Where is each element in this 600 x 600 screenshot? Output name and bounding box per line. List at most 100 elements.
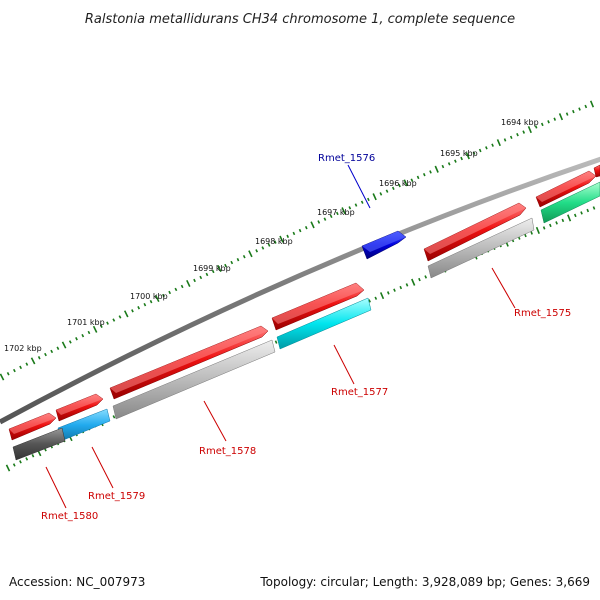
- tick-label-1699: 1699 kbp: [193, 264, 231, 273]
- outer-ruler-tick: [485, 146, 488, 150]
- forward-cds-track: [8, 164, 600, 441]
- outer-ruler-tick: [230, 260, 234, 265]
- outer-ruler-tick: [385, 189, 389, 193]
- outer-ruler-tick: [180, 284, 184, 289]
- gene-rmet-1573-cds[interactable]: [593, 164, 600, 178]
- gene-label-rmet-1579[interactable]: Rmet_1579: [88, 491, 145, 502]
- outer-ruler-tick: [584, 104, 588, 109]
- outer-ruler-tick: [205, 272, 209, 277]
- gene-rmet-1576[interactable]: [361, 230, 407, 260]
- inner-ruler-tick: [592, 206, 596, 210]
- outer-ruler-tick: [81, 333, 85, 338]
- category-block-rmet-1575[interactable]: [427, 217, 535, 279]
- outer-ruler-tick: [310, 221, 315, 229]
- tick-label-1695: 1695 kbp: [440, 149, 478, 158]
- outer-ruler-tick: [242, 254, 246, 259]
- gene-label-rmet-1580[interactable]: Rmet_1580: [41, 511, 98, 522]
- outer-ruler-tick: [286, 234, 290, 239]
- category-block-rmet-1578[interactable]: [112, 339, 276, 420]
- category-track: [12, 181, 600, 461]
- outer-ruler-tick: [398, 183, 401, 188]
- inner-ruler-tick: [25, 457, 29, 461]
- category-block-rmet-1580[interactable]: [12, 427, 66, 461]
- inner-ruler-tick: [5, 464, 11, 472]
- inner-ruler-tick: [549, 223, 552, 228]
- outer-ruler-tick: [441, 164, 445, 169]
- gene-rmet-1578-cds[interactable]: [109, 325, 269, 400]
- outer-ruler-tick: [547, 120, 550, 124]
- outer-ruler-tick: [44, 352, 47, 357]
- inner-ruler-tick: [368, 299, 371, 303]
- tick-label-1701: 1701 kbp: [67, 318, 105, 327]
- outer-ruler-tick: [589, 100, 595, 108]
- outer-ruler-tick: [558, 113, 564, 121]
- tick-labels: 1694 kbp 1695 kbp 1696 kbp 1697 kbp 1698…: [4, 118, 539, 353]
- topology-text: Topology: circular; Length: 3,928,089 bp…: [259, 575, 590, 589]
- outer-ruler-tick: [123, 310, 129, 318]
- tick-label-1694: 1694 kbp: [501, 118, 539, 127]
- gene-labels: Rmet_1576 Rmet_1575 Rmet_1577 Rmet_1578 …: [41, 153, 571, 522]
- inner-ruler-tick: [274, 340, 278, 344]
- inner-ruler-tick: [530, 231, 533, 235]
- leader-line-rmet-1580: [45, 466, 67, 509]
- outer-ruler-tick: [273, 240, 277, 244]
- outer-ruler-tick: [267, 243, 271, 247]
- gene-label-rmet-1575[interactable]: Rmet_1575: [514, 308, 571, 319]
- outer-ruler-tick: [496, 139, 501, 147]
- inner-ruler-tick: [379, 292, 385, 300]
- outer-ruler-tick: [348, 206, 352, 210]
- gene-rmet-1580-cds[interactable]: [8, 412, 57, 441]
- inner-ruler-tick: [112, 415, 116, 419]
- outer-ruler-tick: [37, 356, 41, 360]
- outer-ruler-tick: [106, 321, 109, 325]
- outer-ruler-tick: [367, 197, 370, 202]
- outer-ruler-tick: [162, 293, 165, 298]
- outer-ruler-tick: [193, 278, 196, 283]
- outer-ruler-tick: [75, 337, 78, 341]
- outer-ruler-tick: [454, 159, 457, 163]
- outer-ruler-tick: [68, 340, 72, 344]
- category-block-rmet-1577[interactable]: [276, 297, 372, 350]
- outer-ruler-tick: [372, 193, 377, 201]
- inner-ruler-tick: [386, 291, 390, 295]
- outer-ruler-tick: [61, 341, 67, 349]
- inner-ruler-tick: [524, 233, 527, 238]
- outer-ruler-tick: [149, 299, 153, 304]
- gene-rmet-1574-cds[interactable]: [535, 170, 597, 208]
- outer-ruler-tick: [540, 122, 544, 127]
- inner-ruler-tick: [542, 226, 546, 230]
- outer-ruler-tick: [50, 349, 54, 354]
- gene-label-rmet-1577[interactable]: Rmet_1577: [331, 387, 388, 398]
- chromosome-backbone: [0, 156, 600, 425]
- outer-ruler-tick: [329, 214, 333, 219]
- outer-ruler-tick: [391, 186, 395, 191]
- outer-ruler-tick: [416, 175, 420, 180]
- inner-ruler-tick: [580, 211, 583, 215]
- outer-ruler-tick: [6, 372, 10, 376]
- outer-ruler-tick: [341, 207, 346, 215]
- outer-ruler-tick: [292, 231, 296, 236]
- outer-ruler-tick: [56, 346, 60, 350]
- outer-ruler-tick: [99, 324, 103, 328]
- outer-ruler-tick: [578, 107, 581, 111]
- outer-ruler-tick: [403, 179, 408, 187]
- outer-ruler-tick: [434, 165, 439, 173]
- inner-ruler-tick: [399, 285, 403, 290]
- outer-ruler-tick: [224, 263, 227, 268]
- position-ruler: [0, 100, 595, 381]
- gene-label-rmet-1576[interactable]: Rmet_1576: [318, 153, 375, 164]
- outer-ruler-tick: [143, 302, 147, 307]
- outer-ruler-tick: [186, 279, 191, 287]
- outer-ruler-tick: [335, 211, 339, 216]
- gene-rmet-1577-cds[interactable]: [271, 282, 365, 331]
- inner-ruler-tick: [374, 296, 378, 300]
- gene-label-rmet-1578[interactable]: Rmet_1578: [199, 446, 256, 457]
- outer-ruler-tick: [12, 368, 16, 373]
- tick-label-1697: 1697 kbp: [317, 208, 355, 217]
- outer-ruler-tick: [360, 200, 364, 204]
- gene-rmet-1579-cds[interactable]: [55, 393, 104, 422]
- inner-ruler-tick: [555, 221, 558, 225]
- gene-rmet-1575-cds[interactable]: [423, 202, 527, 262]
- category-block-rmet-1574[interactable]: [540, 181, 600, 224]
